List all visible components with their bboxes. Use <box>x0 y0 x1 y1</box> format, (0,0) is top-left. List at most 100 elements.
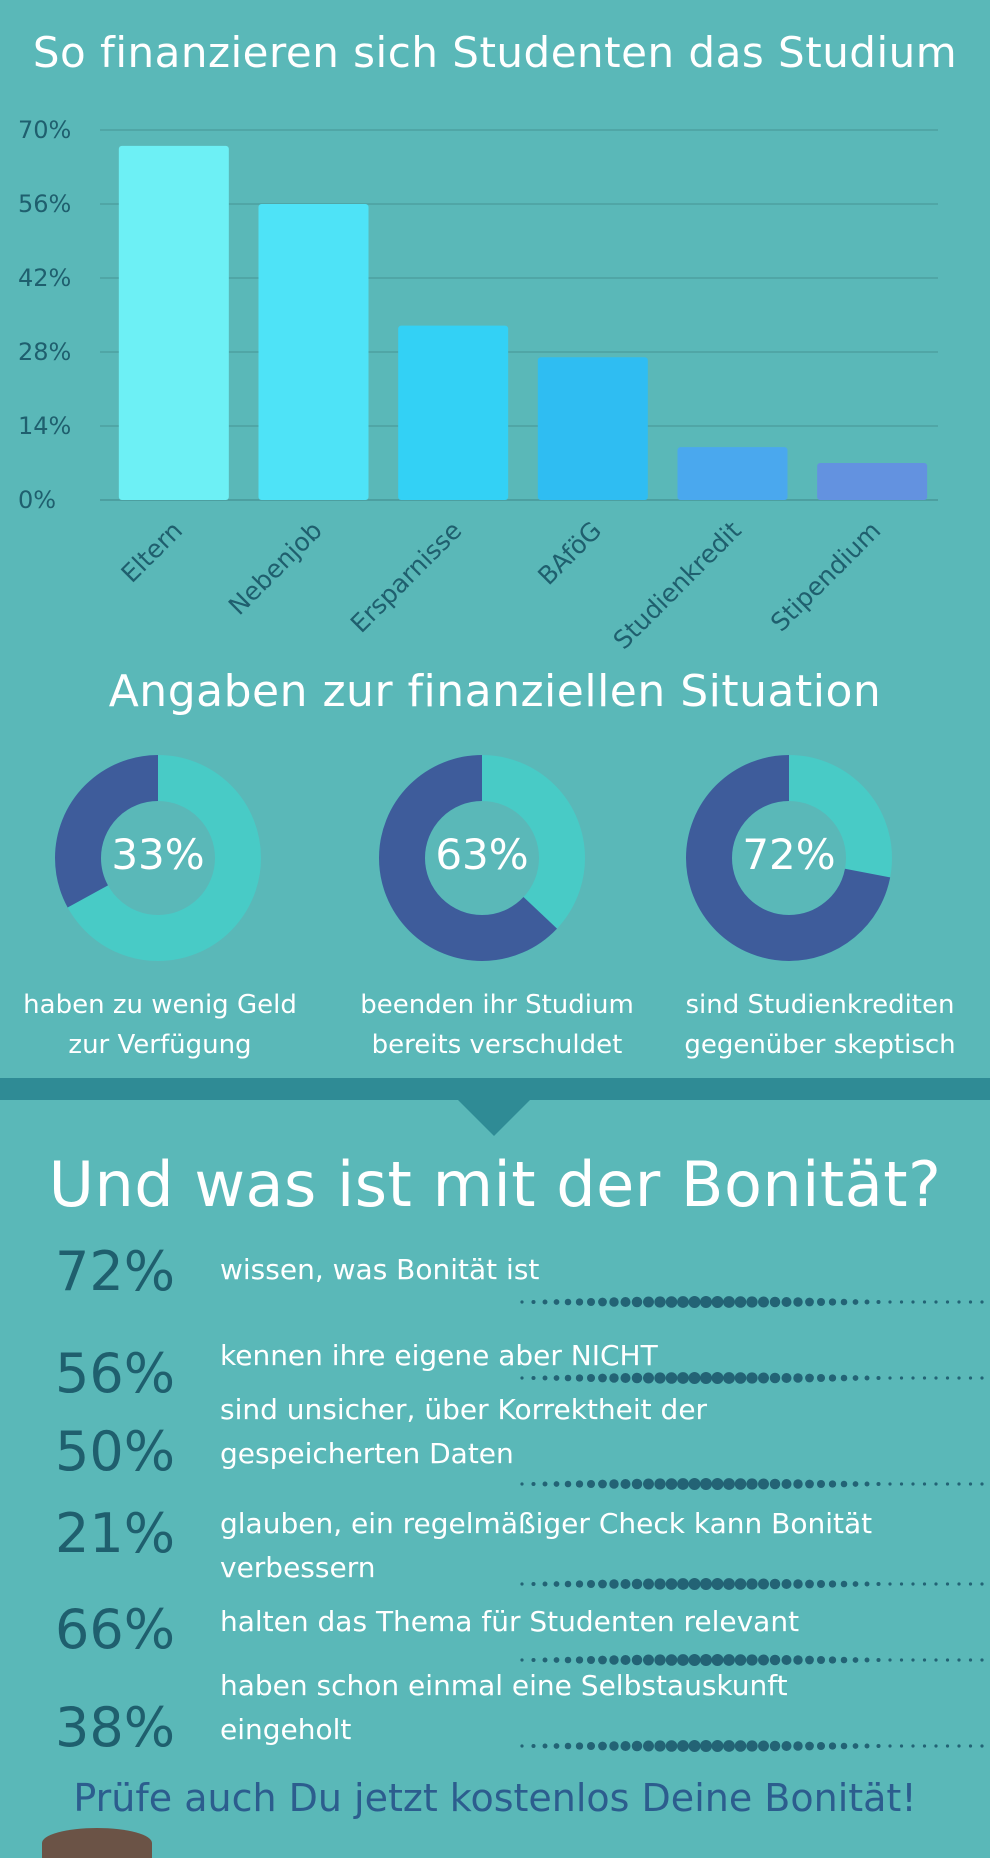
y-tick-label: 42% <box>18 264 71 292</box>
separator-dot <box>665 1296 678 1308</box>
caption-line: sind Studienkrediten <box>685 990 955 1020</box>
separator-dot <box>746 1372 758 1384</box>
stat-row: 50% sind unsicher, über Korrektheit der … <box>0 1388 990 1488</box>
separator-dot <box>922 1658 927 1662</box>
separator-dot <box>781 1740 792 1752</box>
separator-dot <box>531 1481 536 1487</box>
separator-dot <box>911 1658 915 1662</box>
separator-dot <box>746 1654 758 1666</box>
separator-dot <box>542 1481 548 1487</box>
separator-dot <box>840 1480 848 1488</box>
separator-dot <box>828 1580 837 1588</box>
donut-chart-2: 63% <box>372 748 592 968</box>
separator-dot <box>700 1654 712 1666</box>
separator-dot <box>793 1741 803 1751</box>
separator-dot <box>688 1478 701 1490</box>
separator-dot <box>711 1654 724 1666</box>
separator-dot <box>899 1376 904 1380</box>
divider-band <box>0 1078 990 1100</box>
separator-dot <box>542 1375 548 1381</box>
stat-line: eingeholt <box>220 1713 352 1746</box>
separator-dot <box>911 1482 915 1486</box>
separator-dot <box>758 1372 769 1384</box>
stat-value: 72% <box>54 1240 176 1303</box>
separator-dot <box>688 1296 701 1308</box>
separator-dot <box>828 1742 837 1750</box>
stat-row: 56% kennen ihre eigene aber NICHT <box>0 1334 990 1414</box>
separator-dot <box>723 1654 735 1666</box>
separator-dot <box>654 1296 666 1308</box>
separator-dot <box>957 1658 961 1662</box>
separator-dot <box>852 1581 859 1587</box>
separator-dot <box>911 1744 915 1748</box>
separator-dot <box>980 1744 984 1748</box>
separator-dot <box>816 1479 826 1489</box>
separator-dot <box>816 1741 826 1751</box>
separator-dot <box>553 1581 560 1587</box>
separator-dot <box>922 1482 927 1486</box>
separator-dot <box>520 1744 524 1748</box>
separator-dot <box>520 1482 524 1486</box>
donut-chart-1: 33% <box>48 748 268 968</box>
separator-dot <box>852 1743 859 1749</box>
separator-dot <box>793 1373 803 1383</box>
separator-dot <box>586 1741 596 1751</box>
separator-dot <box>758 1740 769 1752</box>
separator-dot <box>723 1478 735 1490</box>
separator-dot <box>665 1578 678 1590</box>
decorative-shape <box>42 1828 152 1858</box>
stat-text: sind unsicher, über Korrektheit der gesp… <box>220 1388 980 1476</box>
separator-dot <box>816 1297 826 1307</box>
separator-dot <box>957 1300 961 1304</box>
separator-dot <box>922 1376 927 1380</box>
separator-dot <box>711 1740 724 1752</box>
separator-dot <box>922 1744 927 1748</box>
separator-dot <box>968 1582 973 1586</box>
separator-dot <box>734 1372 747 1384</box>
separator-dot <box>805 1297 814 1307</box>
separator-dot <box>575 1374 584 1382</box>
separator-dot <box>609 1479 619 1489</box>
separator-dot <box>564 1580 572 1588</box>
separator-dot <box>968 1376 973 1380</box>
donut-value-3: 72% <box>742 830 836 879</box>
separator-dot <box>758 1296 769 1308</box>
separator-dot <box>620 1296 631 1308</box>
separator-dot <box>586 1373 596 1383</box>
stat-value: 38% <box>54 1696 176 1759</box>
separator-dot <box>805 1479 814 1489</box>
stat-row: 38% haben schon einmal eine Selbstauskun… <box>0 1664 990 1764</box>
stat-value: 66% <box>54 1598 176 1661</box>
separator-dot <box>700 1372 712 1384</box>
separator-dot <box>700 1296 712 1308</box>
separator-dot <box>598 1741 607 1751</box>
separator-dot <box>677 1740 689 1752</box>
separator-dot <box>945 1658 950 1662</box>
separator-dot <box>934 1658 938 1662</box>
separator-dot <box>864 1299 870 1305</box>
separator-dot <box>700 1740 712 1752</box>
separator-dot <box>876 1743 881 1749</box>
separator-dot <box>654 1478 666 1490</box>
caption-line: bereits verschuldet <box>371 1030 623 1060</box>
separator-dot <box>677 1478 689 1490</box>
caption-line: beenden ihr Studium <box>360 990 634 1020</box>
separator-dot <box>758 1578 769 1590</box>
divider-arrow <box>458 1100 530 1136</box>
separator-dot <box>957 1482 961 1486</box>
separator-dot <box>769 1578 781 1590</box>
separator-dot <box>665 1478 678 1490</box>
separator-dot <box>723 1578 735 1590</box>
separator-dot <box>734 1740 747 1752</box>
separator-dot <box>620 1478 631 1490</box>
separator-dot <box>805 1579 814 1589</box>
separator-dot <box>631 1478 643 1490</box>
separator-dot <box>688 1740 701 1752</box>
stat-line: gespeicherten Daten <box>220 1437 514 1470</box>
separator-dot <box>793 1579 803 1589</box>
separator-dot <box>609 1655 619 1665</box>
separator-dot <box>888 1482 892 1486</box>
separator-dot <box>840 1580 848 1588</box>
donut-value-slice <box>686 755 892 961</box>
separator-dot <box>631 1578 643 1590</box>
